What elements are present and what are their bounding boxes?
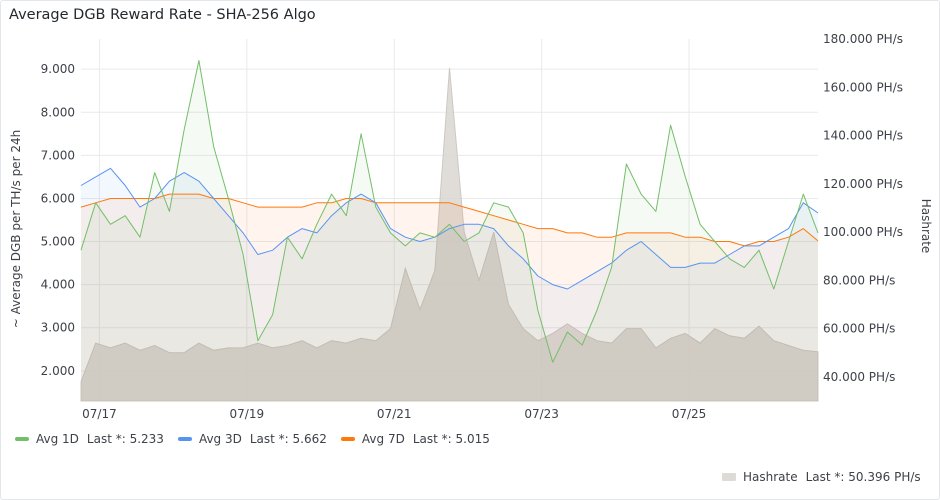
legend-label-avg7d: Avg 7D — [361, 432, 405, 446]
avg7d-area — [81, 194, 818, 401]
right-axis-title: Hashrate — [919, 199, 933, 254]
reward-fills — [81, 60, 818, 401]
left-axis-title: ~ Average DGB per TH/s per 24h — [9, 130, 23, 328]
x-tick-label: 07/17 — [82, 407, 117, 421]
avg1d-area — [81, 60, 818, 401]
left-axis-ticks: 2.000 3.000 4.000 5.000 6.000 7.000 8.000 9.000 — [41, 62, 75, 378]
legend-swatch-avg7d — [340, 437, 355, 441]
legend-rewards: Avg 1D Last *: 5.233 Avg 3D Last *: 5.66… — [15, 432, 504, 446]
avg3d-line — [80, 167, 819, 290]
legend-last-hashrate: Last *: 50.396 PH/s — [805, 470, 921, 484]
x-axis-ticks: 07/17 07/19 07/21 07/23 07/25 — [82, 407, 706, 421]
panel-title: Average DGB Reward Rate - SHA-256 Algo — [9, 7, 316, 23]
legend-item-avg3d[interactable]: Avg 3D Last *: 5.662 — [177, 432, 327, 446]
legend-hashrate: Hashrate Last *: 50.396 PH/s — [722, 470, 921, 484]
legend-label-avg3d: Avg 3D — [198, 432, 242, 446]
legend-label-avg1d: Avg 1D — [36, 432, 79, 446]
left-tick-label: 5.000 — [41, 235, 75, 249]
right-tick-label: 40.000 PH/s — [823, 370, 895, 384]
left-tick-label: 8.000 — [41, 105, 75, 119]
right-tick-label: 140.000 PH/s — [823, 129, 903, 143]
right-tick-label: 120.000 PH/s — [823, 177, 903, 191]
legend-last-avg1d: Last *: 5.233 — [86, 432, 164, 446]
left-tick-label: 3.000 — [41, 321, 75, 335]
x-tick-label: 07/19 — [230, 407, 265, 421]
legend-item-avg7d[interactable]: Avg 7D Last *: 5.015 — [340, 432, 490, 446]
left-tick-label: 6.000 — [41, 191, 75, 205]
legend-swatch-avg1d — [15, 437, 29, 441]
x-tick-label: 07/23 — [524, 407, 559, 421]
left-tick-label: 4.000 — [41, 278, 75, 292]
avg1d-line — [80, 60, 819, 363]
left-tick-label: 2.000 — [41, 364, 75, 378]
legend-swatch-hashrate — [722, 473, 736, 481]
avg3d-area — [81, 168, 818, 401]
right-tick-label: 80.000 PH/s — [823, 273, 895, 287]
right-tick-label: 180.000 PH/s — [823, 32, 903, 46]
hashrate-area — [80, 67, 819, 402]
x-tick-label: 07/25 — [672, 407, 707, 421]
legend-swatch-avg3d — [177, 437, 192, 441]
right-tick-label: 60.000 PH/s — [823, 322, 895, 336]
reward-lines — [80, 60, 819, 363]
x-tick-label: 07/21 — [377, 407, 412, 421]
legend-last-avg7d: Last *: 5.015 — [412, 432, 490, 446]
legend-label-hashrate: Hashrate — [743, 470, 798, 484]
avg7d-line — [80, 193, 819, 247]
right-tick-label: 160.000 PH/s — [823, 80, 903, 94]
left-tick-label: 7.000 — [41, 148, 75, 162]
left-tick-label: 9.000 — [41, 62, 75, 76]
legend-item-hashrate[interactable]: Hashrate Last *: 50.396 PH/s — [722, 470, 921, 484]
legend-item-avg1d[interactable]: Avg 1D Last *: 5.233 — [15, 432, 164, 446]
right-axis-ticks: 40.000 PH/s 60.000 PH/s 80.000 PH/s 100.000… — [823, 32, 903, 384]
right-tick-label: 100.000 PH/s — [823, 225, 903, 239]
legend-last-avg3d: Last *: 5.662 — [249, 432, 327, 446]
hashrate-series — [80, 67, 819, 402]
